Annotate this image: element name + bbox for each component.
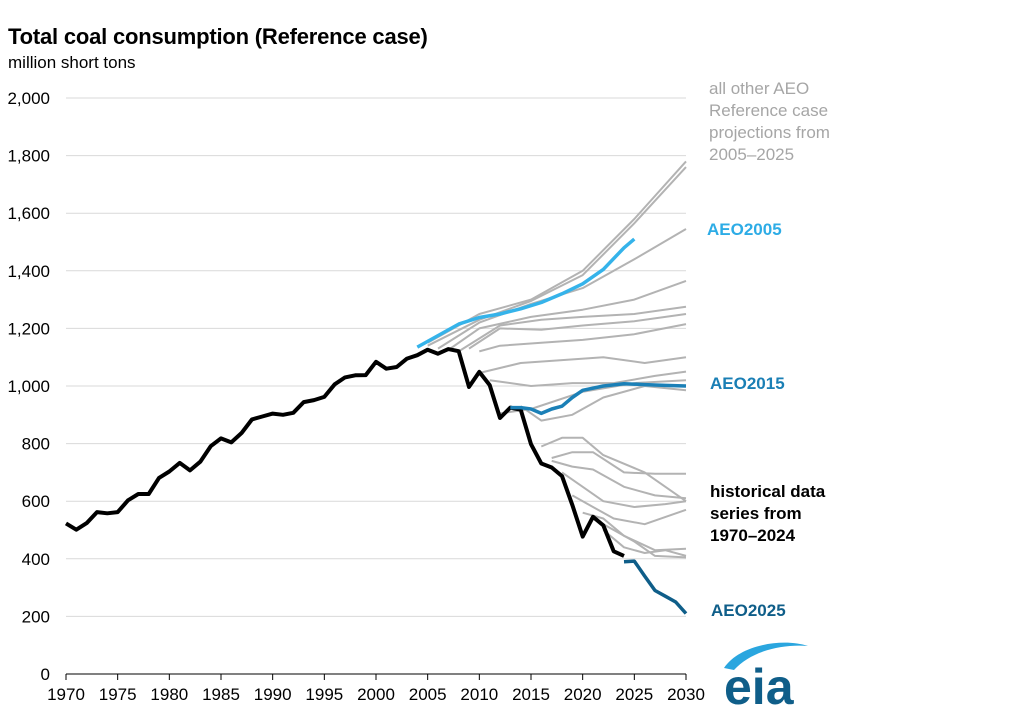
other-projection-line — [520, 385, 687, 422]
label-aeo2015: AEO2015 — [710, 374, 785, 393]
y-tick-label: 1,600 — [7, 204, 50, 223]
other-projection-line — [479, 323, 687, 353]
y-tick-label: 1,000 — [7, 377, 50, 396]
chart-subtitle: million short tons — [8, 53, 136, 72]
aeo2025-line — [623, 559, 688, 615]
other-projection-line — [479, 356, 687, 374]
other-projection-line — [571, 494, 687, 526]
x-tick-label: 2015 — [512, 685, 550, 704]
other-projection-line — [561, 471, 687, 508]
historical-series — [64, 347, 625, 558]
y-tick-label: 1,200 — [7, 319, 50, 338]
chart-title: Total coal consumption (Reference case) — [8, 24, 428, 49]
other-projection-line — [447, 279, 687, 351]
x-tick-label: 2030 — [667, 685, 705, 704]
other-projection-line — [602, 529, 687, 557]
y-tick-label: 400 — [22, 550, 50, 569]
other-projection-line — [489, 370, 687, 387]
x-axis-ticks: 1970 1975 1980 1985 1990 1995 2000 2005 2010 2015… — [47, 674, 705, 704]
y-tick-label: 0 — [41, 665, 50, 684]
x-tick-label: 2010 — [460, 685, 498, 704]
other-projection-line — [551, 451, 686, 475]
other-projections — [427, 160, 687, 559]
other-projection-line — [427, 166, 687, 347]
other-projection-line — [468, 313, 687, 350]
y-tick-label: 1,800 — [7, 147, 50, 166]
x-tick-label: 1985 — [202, 685, 240, 704]
highlighted-projections — [416, 237, 688, 615]
eia-logo: eia — [724, 642, 808, 710]
x-tick-label: 2000 — [357, 685, 395, 704]
eia-logo-text: eia — [724, 659, 795, 710]
x-tick-label: 1980 — [150, 685, 188, 704]
x-tick-label: 1975 — [99, 685, 137, 704]
y-axis-ticks: 0 200 400 600 800 1,000 1,200 1,400 1,600 1,800 2,… — [7, 89, 50, 684]
x-tick-label: 1990 — [254, 685, 292, 704]
label-aeo2005: AEO2005 — [707, 220, 782, 239]
label-historical: historical data series from 1970–2024 — [710, 482, 826, 545]
x-tick-label: 2005 — [409, 685, 447, 704]
label-aeo2025: AEO2025 — [711, 601, 786, 620]
aeo2005-line — [416, 237, 636, 349]
other-projection-line — [458, 305, 687, 353]
aeo2015-line — [510, 381, 687, 416]
x-tick-label: 1995 — [305, 685, 343, 704]
other-projection-line — [540, 436, 687, 503]
other-projection-line — [582, 511, 687, 552]
other-projection-line — [592, 517, 687, 559]
x-tick-label: 2020 — [564, 685, 602, 704]
historical-line — [64, 347, 625, 558]
x-tick-label: 2025 — [615, 685, 653, 704]
other-projection-line — [551, 459, 687, 500]
y-tick-label: 2,000 — [7, 89, 50, 108]
gridlines — [66, 97, 686, 675]
y-tick-label: 1,400 — [7, 262, 50, 281]
eia-logo-swoosh — [724, 642, 808, 670]
y-tick-label: 800 — [22, 435, 50, 454]
y-tick-label: 600 — [22, 492, 50, 511]
x-tick-label: 1970 — [47, 685, 85, 704]
label-other-projections: all other AEO Reference case projections… — [709, 79, 830, 164]
y-tick-label: 200 — [22, 607, 50, 626]
